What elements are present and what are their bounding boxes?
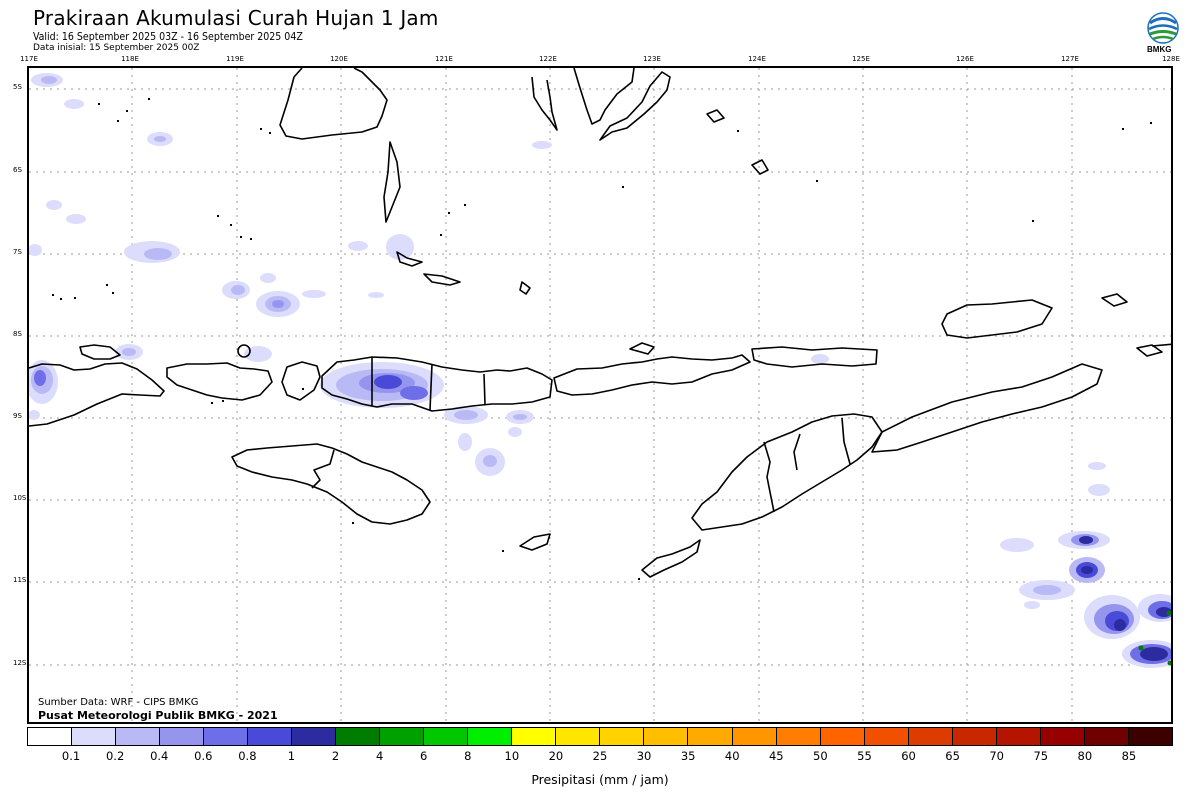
colorbar-unit-label: Presipitasi (mm / jam) xyxy=(531,772,669,787)
colorbar-tick-label: 75 xyxy=(1033,749,1049,763)
colorbar-cell xyxy=(864,728,909,745)
colorbar-cell xyxy=(644,728,689,745)
lon-label: 117E xyxy=(20,55,38,63)
bmkg-logo xyxy=(1145,10,1181,56)
colorbar-tick-label: 0.1 xyxy=(61,749,81,763)
colorbar-tick-label: 55 xyxy=(857,749,872,763)
lon-label: 124E xyxy=(748,55,766,63)
map-title: Prakiraan Akumulasi Curah Hujan 1 Jam xyxy=(33,6,439,30)
colorbar-cell xyxy=(28,728,73,745)
colorbar-tick-label: 50 xyxy=(813,749,828,763)
colorbar-cell xyxy=(776,728,821,745)
colorbar-cell xyxy=(204,728,249,745)
lat-label: 12S xyxy=(13,659,27,667)
lon-label: 120E xyxy=(330,55,348,63)
colorbar-tick-label: 8 xyxy=(464,749,472,763)
colorbar-tick-label: 4 xyxy=(375,749,384,763)
colorbar-cell xyxy=(116,728,161,745)
colorbar-tick-label: 35 xyxy=(680,749,696,763)
colorbar-cell xyxy=(732,728,777,745)
lat-label: 9S xyxy=(13,412,22,420)
colorbar-cell xyxy=(1128,728,1172,745)
colorbar-cell xyxy=(556,728,601,745)
lon-label: 128E xyxy=(1162,55,1180,63)
colorbar-cell xyxy=(292,728,337,745)
colorbar-tick-label: 6 xyxy=(420,749,428,763)
colorbar-tick-label: 40 xyxy=(724,749,740,763)
small-islands xyxy=(52,98,1152,580)
logo-text: BMKG xyxy=(1147,45,1172,54)
gridlines xyxy=(29,68,1171,722)
colorbar-tick-label: 70 xyxy=(989,749,1005,763)
producer-credit: Pusat Meteorologi Publik BMKG - 2021 xyxy=(38,709,278,722)
colorbar-tick-label: 0.8 xyxy=(238,749,257,763)
colorbar-tick-label: 1 xyxy=(287,749,296,763)
colorbar-cell xyxy=(1084,728,1129,745)
colorbar-cell xyxy=(468,728,513,745)
colorbar-tick-label: 25 xyxy=(592,749,608,763)
colorbar-cell xyxy=(952,728,997,745)
colorbar-tick-label: 30 xyxy=(636,749,652,763)
colorbar-cell xyxy=(160,728,205,745)
colorbar-tick-label: 45 xyxy=(768,749,784,763)
colorbar-cell xyxy=(424,728,469,745)
lat-label: 5S xyxy=(13,83,22,91)
lon-label: 121E xyxy=(435,55,453,63)
data-source: Sumber Data: WRF - CIPS BMKG xyxy=(38,697,199,708)
lat-label: 11S xyxy=(13,576,27,584)
lat-label: 6S xyxy=(13,166,22,174)
colorbar-tick-label: 2 xyxy=(331,749,340,763)
colorbar-cell xyxy=(512,728,557,745)
lat-label: 7S xyxy=(13,248,22,256)
lat-label: 10S xyxy=(13,494,27,502)
colorbar-tick-label: 0.4 xyxy=(150,749,169,763)
colorbar-tick-label: 85 xyxy=(1121,749,1137,763)
colorbar-cell xyxy=(600,728,645,745)
colorbar-tick-label: 60 xyxy=(901,749,916,763)
coastlines xyxy=(29,68,1171,578)
colorbar-cell xyxy=(380,728,425,745)
colorbar-cell xyxy=(336,728,381,745)
initial-data-time: Data inisial: 15 September 2025 00Z xyxy=(33,43,200,53)
colorbar-cell xyxy=(72,728,117,745)
lon-label: 119E xyxy=(226,55,244,63)
lon-label: 126E xyxy=(956,55,974,63)
precipitation-areas xyxy=(29,73,1171,668)
colorbar-cell xyxy=(688,728,733,745)
colorbar-tick-label: 20 xyxy=(548,749,564,763)
precipitation-colorbar xyxy=(27,727,1173,746)
lon-label: 122E xyxy=(539,55,557,63)
colorbar-cell xyxy=(996,728,1041,745)
lon-label: 118E xyxy=(121,55,139,63)
colorbar-tick-label: 80 xyxy=(1077,749,1093,763)
lon-label: 123E xyxy=(643,55,661,63)
colorbar-tick-label: 10 xyxy=(504,749,520,763)
colorbar-cell xyxy=(1040,728,1085,745)
lat-label: 8S xyxy=(13,330,22,338)
lon-label: 125E xyxy=(852,55,870,63)
map-frame[interactable] xyxy=(27,66,1173,724)
valid-period: Valid: 16 September 2025 03Z - 16 Septem… xyxy=(33,31,303,43)
lon-label: 127E xyxy=(1061,55,1079,63)
map-canvas xyxy=(29,68,1171,722)
colorbar-cell xyxy=(248,728,293,745)
colorbar-tick-label: 0.6 xyxy=(194,749,213,763)
colorbar-cell xyxy=(820,728,865,745)
colorbar-cell xyxy=(908,728,953,745)
colorbar-tick-label: 65 xyxy=(945,749,960,763)
colorbar-tick-label: 0.2 xyxy=(105,749,125,763)
